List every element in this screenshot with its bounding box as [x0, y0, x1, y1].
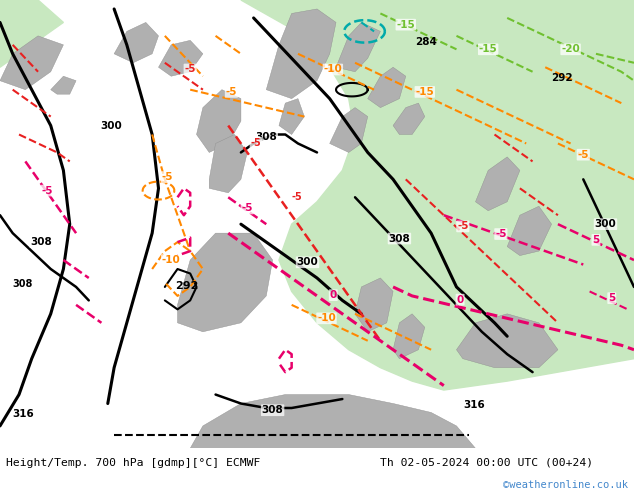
Text: 316: 316: [13, 409, 34, 419]
Polygon shape: [190, 394, 476, 448]
Text: 292: 292: [552, 73, 573, 83]
Text: 308: 308: [30, 237, 52, 247]
Polygon shape: [158, 40, 203, 76]
Text: -5: -5: [226, 87, 237, 97]
Text: -5: -5: [578, 149, 589, 160]
Polygon shape: [178, 233, 273, 332]
Polygon shape: [336, 23, 380, 72]
Text: -10: -10: [317, 313, 336, 323]
Text: Height/Temp. 700 hPa [gdmp][°C] ECMWF: Height/Temp. 700 hPa [gdmp][°C] ECMWF: [6, 458, 261, 468]
Text: 300: 300: [595, 219, 616, 229]
Polygon shape: [355, 278, 393, 332]
Text: -15: -15: [415, 87, 434, 97]
Polygon shape: [393, 103, 425, 135]
Text: 0: 0: [330, 290, 337, 300]
Polygon shape: [266, 9, 336, 98]
Polygon shape: [241, 0, 634, 390]
Text: 308: 308: [256, 132, 277, 142]
Text: -10: -10: [162, 255, 181, 265]
Text: -10: -10: [323, 65, 342, 74]
Polygon shape: [456, 314, 558, 368]
Text: 300: 300: [297, 257, 318, 267]
Polygon shape: [197, 90, 241, 152]
Polygon shape: [507, 206, 552, 256]
Polygon shape: [51, 76, 76, 94]
Polygon shape: [0, 0, 63, 67]
Polygon shape: [368, 67, 406, 108]
Text: 0: 0: [456, 294, 463, 305]
Text: -15: -15: [479, 44, 498, 54]
Text: -5: -5: [184, 65, 196, 74]
Polygon shape: [209, 135, 247, 193]
Text: 316: 316: [463, 400, 484, 410]
Polygon shape: [476, 157, 520, 211]
Text: -5: -5: [162, 172, 173, 182]
Text: -15: -15: [396, 20, 415, 30]
Text: 308: 308: [13, 279, 33, 289]
Text: -20: -20: [561, 44, 580, 54]
Text: Th 02-05-2024 00:00 UTC (00+24): Th 02-05-2024 00:00 UTC (00+24): [380, 458, 593, 468]
Polygon shape: [393, 314, 425, 359]
Text: 284: 284: [415, 37, 437, 47]
Text: 300: 300: [100, 121, 122, 130]
Polygon shape: [114, 23, 158, 63]
Text: 292: 292: [176, 281, 198, 291]
Text: ©weatheronline.co.uk: ©weatheronline.co.uk: [503, 480, 628, 490]
Text: -5: -5: [292, 192, 302, 201]
Polygon shape: [279, 98, 304, 135]
Polygon shape: [330, 108, 368, 152]
Text: -5: -5: [495, 229, 507, 239]
Text: -5: -5: [457, 221, 469, 231]
Polygon shape: [0, 36, 63, 90]
Text: -5: -5: [42, 186, 53, 196]
Text: -5: -5: [242, 203, 253, 214]
Text: 308: 308: [389, 234, 410, 244]
Text: -5: -5: [250, 138, 261, 147]
Text: 5: 5: [592, 235, 600, 245]
Text: 5: 5: [608, 293, 616, 303]
Text: 308: 308: [262, 405, 283, 415]
